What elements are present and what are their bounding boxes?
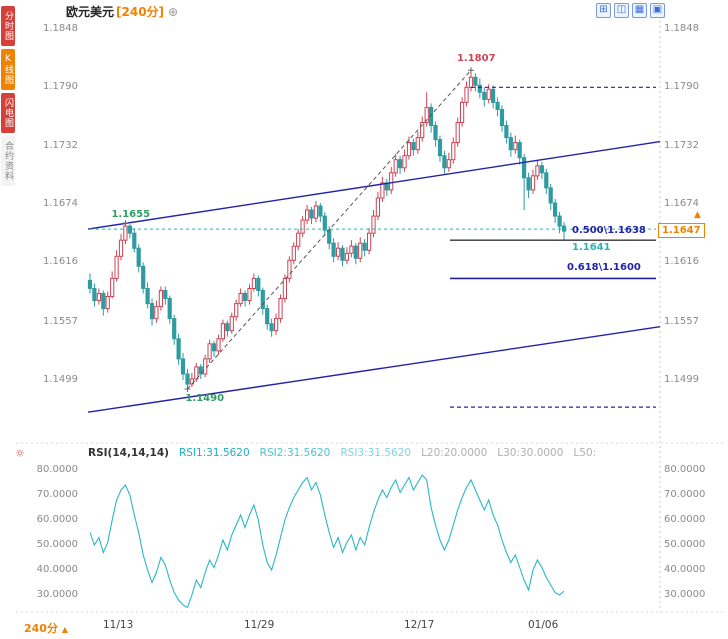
overlays-layer [87, 67, 661, 413]
sidebar-item-timeshare[interactable]: 分时图 [1, 6, 15, 46]
chart-header: 欧元美元 [240分] ⊕ [66, 3, 178, 20]
price-axis-tick: 1.1732 [664, 140, 699, 151]
rsi-axis-tick: 40.0000 [36, 564, 78, 575]
layout-split-icon[interactable]: ◫ [614, 3, 629, 18]
price-annotation: 1.1641 [572, 242, 611, 253]
layout-toolbar: ⊞ ◫ ▦ ▣ [596, 3, 665, 18]
rsi-axis-tick: 70.0000 [36, 489, 78, 500]
price-axis-tick: 1.1499 [43, 374, 78, 385]
layout-grid-icon[interactable]: ⊞ [596, 3, 611, 18]
layout-multi-icon[interactable]: ▦ [632, 3, 647, 18]
sidebar: 分时图 K线图 闪电图 合约资料 [1, 6, 15, 186]
rsi-axis-tick: 60.0000 [36, 514, 78, 525]
date-axis-tick: 12/17 [404, 619, 435, 631]
rsi-axis-tick: 50.0000 [36, 539, 78, 550]
swing-marker [467, 67, 474, 74]
sidebar-item-contract-info[interactable]: 合约资料 [1, 136, 15, 186]
rsi-line [89, 474, 565, 609]
price-annotation: 0.618\1.1600 [567, 262, 641, 273]
current-price-badge: 1.1647 [658, 223, 705, 238]
rsi-l50-value: L50: [573, 447, 597, 459]
price-annotation: 1.1490 [185, 393, 225, 404]
rsi1-value: RSI1:31.5620 [178, 447, 250, 459]
price-axis-tick: 1.1848 [664, 23, 699, 34]
timeframe-text: 240分 [24, 622, 58, 635]
swing-marker [184, 386, 191, 392]
candles-layer [87, 70, 567, 389]
rsi-legend: RSI(14,14,14) RSI1:31.5620 RSI2:31.5620 … [88, 447, 596, 459]
rsi-axis-tick: 50.0000 [664, 539, 706, 550]
price-axis-tick: 1.1557 [664, 316, 699, 327]
rsi-axis-tick: 80.0000 [36, 464, 78, 475]
rsi-axis-tick: 30.0000 [36, 589, 78, 600]
date-axis-tick: 11/13 [103, 619, 134, 631]
rsi-title: RSI(14,14,14) [88, 447, 169, 459]
price-axis-tick: 1.1557 [43, 316, 78, 327]
sidebar-item-lightning[interactable]: 闪电图 [1, 93, 15, 133]
rsi3-value: RSI3:31.5620 [340, 447, 412, 459]
price-axis-tick: 1.1616 [664, 256, 699, 267]
rsi-l20-value: L20:20.0000 [421, 447, 488, 459]
price-axis-tick: 1.1499 [664, 374, 699, 385]
price-axis-tick: 1.1790 [664, 81, 699, 92]
price-up-arrow-icon: ▲ [694, 210, 701, 220]
price-annotation: 1.1807 [456, 53, 496, 64]
rsi-axis-tick: 80.0000 [664, 464, 706, 475]
rsi2-value: RSI2:31.5620 [259, 447, 331, 459]
date-axis-tick: 11/29 [244, 619, 275, 631]
timeframe-selector[interactable]: 240分 ▲ [24, 620, 68, 636]
date-axis-tick: 01/06 [528, 619, 559, 631]
chevron-up-icon: ▲ [61, 625, 68, 634]
symbol-title: 欧元美元 [66, 5, 115, 19]
indicator-settings-icon[interactable]: ☼ [15, 447, 25, 460]
rsi-axis-tick: 70.0000 [664, 489, 706, 500]
price-axis-tick: 1.1732 [43, 140, 78, 151]
timeframe-label[interactable]: [240分] [116, 5, 165, 19]
price-annotation: 1.1655 [111, 209, 151, 220]
layout-single-icon[interactable]: ▣ [650, 3, 665, 18]
rsi-axis-tick: 40.0000 [664, 564, 706, 575]
price-axis-tick: 1.1674 [43, 198, 78, 209]
rsi-l30-value: L30:30.0000 [497, 447, 564, 459]
price-axis-tick: 1.1616 [43, 256, 78, 267]
rsi-axis-tick: 30.0000 [664, 589, 706, 600]
swing-marker [122, 220, 129, 227]
price-axis-tick: 1.1790 [43, 81, 78, 92]
add-icon[interactable]: ⊕ [168, 4, 179, 19]
price-axis-tick: 1.1674 [664, 198, 699, 209]
price-axis-tick: 1.1848 [43, 23, 78, 34]
sidebar-item-kline[interactable]: K线图 [1, 49, 15, 90]
price-annotation: 0.500\1.1638 [572, 225, 646, 236]
rsi-axis-tick: 60.0000 [664, 514, 706, 525]
